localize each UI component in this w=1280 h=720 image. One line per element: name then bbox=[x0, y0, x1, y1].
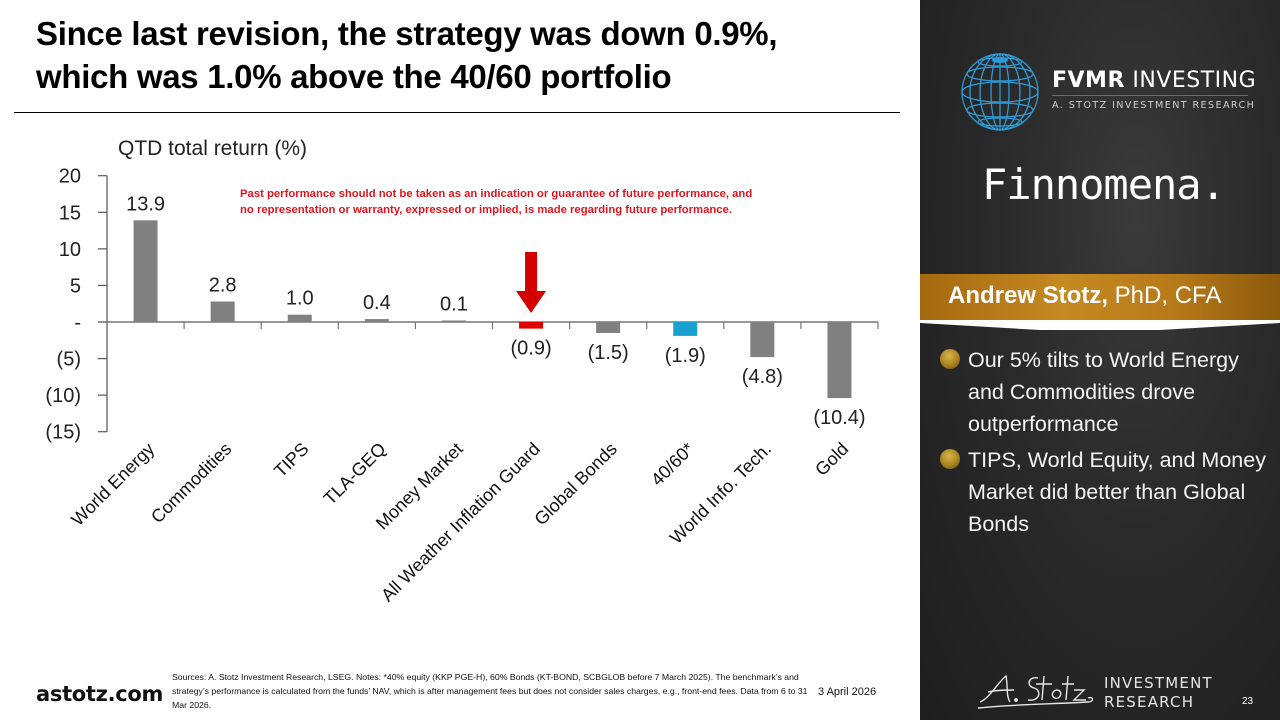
bar-money-market bbox=[441, 320, 466, 322]
title-line-2: which was 1.0% above the 40/60 portfolio bbox=[36, 58, 672, 95]
x-category-label: Global Bonds bbox=[530, 439, 621, 530]
y-tick-label: 10 bbox=[59, 239, 81, 261]
x-category-label: Gold bbox=[811, 439, 852, 480]
brand-divider bbox=[1052, 95, 1248, 96]
banner-chevron bbox=[920, 320, 1280, 330]
x-category-label: World Energy bbox=[67, 439, 158, 530]
x-category-label: TLA-GEQ bbox=[320, 439, 390, 509]
key-point-text: Our 5% tilts to World Energy and Commodi… bbox=[968, 348, 1239, 436]
presenter-credentials: PhD, CFA bbox=[1108, 282, 1222, 309]
y-tick-label: (15) bbox=[45, 422, 81, 444]
data-label: (1.5) bbox=[588, 342, 629, 364]
title-divider bbox=[14, 112, 900, 113]
x-category-label: Commodities bbox=[147, 439, 235, 527]
key-point-item: TIPS, World Equity, and Money Market did… bbox=[938, 444, 1278, 540]
investment-research-wordmark: INVESTMENT RESEARCH bbox=[1104, 674, 1213, 712]
slide-title: Since last revision, the strategy was do… bbox=[36, 12, 906, 98]
brand-rest: INVESTING bbox=[1124, 68, 1257, 93]
presenter-name-bold: Andrew Stotz, bbox=[948, 282, 1108, 309]
y-tick-label: (5) bbox=[57, 349, 81, 371]
page-number: 23 bbox=[1242, 696, 1254, 707]
data-label: (0.9) bbox=[510, 338, 551, 360]
title-line-1: Since last revision, the strategy was do… bbox=[36, 15, 778, 52]
sidebar-panel: FVMR INVESTING A. STOTZ INVESTMENT RESEA… bbox=[920, 0, 1280, 720]
bar-gold bbox=[827, 322, 852, 399]
bar-tips bbox=[287, 314, 312, 322]
chart-title: QTD total return (%) bbox=[118, 137, 307, 160]
wordmark-line-1: INVESTMENT bbox=[1104, 674, 1213, 692]
performance-disclaimer: Past performance should not be taken as … bbox=[240, 186, 860, 218]
data-label: 13.9 bbox=[126, 193, 165, 215]
bar-all-weather-inflation-guard bbox=[519, 322, 544, 329]
slide-date: 3 April 2026 bbox=[818, 686, 877, 698]
data-label: (10.4) bbox=[813, 407, 865, 429]
y-tick-label: 20 bbox=[59, 166, 81, 188]
bar-40-60 bbox=[673, 322, 698, 336]
sources-note: Sources: A. Stotz Investment Research, L… bbox=[172, 672, 808, 710]
x-category-label: All Weather Inflation Guard bbox=[377, 439, 544, 606]
bar-global-bonds bbox=[596, 322, 621, 333]
data-label: (1.9) bbox=[665, 345, 706, 367]
y-tick-label: 5 bbox=[70, 275, 81, 297]
presenter-name: Andrew Stotz, PhD, CFA bbox=[948, 282, 1221, 310]
y-tick-label: (10) bbox=[45, 385, 81, 407]
data-label: 2.8 bbox=[209, 275, 237, 297]
fvmr-brand: FVMR INVESTING bbox=[1052, 68, 1256, 93]
finnomena-logo: Finnomena. bbox=[982, 160, 1226, 209]
globe-logo-icon bbox=[961, 53, 1039, 131]
signature-logo-icon bbox=[977, 674, 1094, 709]
brand-bold: FVMR bbox=[1052, 68, 1125, 93]
gold-globe-bullet-icon bbox=[940, 449, 960, 469]
bar-world-energy bbox=[133, 220, 158, 322]
key-point-text: TIPS, World Equity, and Money Market did… bbox=[968, 448, 1266, 536]
brand-subtitle: A. STOTZ INVESTMENT RESEARCH bbox=[1052, 100, 1256, 111]
wordmark-line-2: RESEARCH bbox=[1104, 693, 1195, 711]
bar-tla-geq bbox=[364, 319, 389, 322]
data-label: 1.0 bbox=[286, 288, 314, 310]
key-points-list: Our 5% tilts to World Energy and Commodi… bbox=[938, 344, 1278, 544]
bar-commodities bbox=[210, 301, 235, 322]
x-category-label: 40/60* bbox=[647, 439, 698, 490]
y-tick-label: - bbox=[74, 312, 81, 334]
website-link[interactable]: astotz.com bbox=[36, 682, 164, 706]
data-label: 0.1 bbox=[440, 294, 468, 316]
y-tick-label: 15 bbox=[59, 202, 81, 224]
slide-content: Since last revision, the strategy was do… bbox=[14, 12, 906, 710]
presenter-banner: Andrew Stotz, PhD, CFA bbox=[920, 274, 1280, 320]
x-category-label: TIPS bbox=[270, 439, 312, 481]
bar-world-info-tech bbox=[750, 322, 775, 358]
disclaimer-line-1: Past performance should not be taken as … bbox=[240, 188, 753, 200]
qtd-return-bar-chart: QTD total return (%) 20 15 10 5 - (5) (10) (15) 1… bbox=[45, 137, 879, 606]
gold-globe-bullet-icon bbox=[940, 349, 960, 369]
down-arrow-icon bbox=[516, 252, 547, 313]
disclaimer-line-2: no representation or warranty, expressed… bbox=[240, 204, 732, 216]
key-point-item: Our 5% tilts to World Energy and Commodi… bbox=[938, 344, 1278, 440]
data-label: 0.4 bbox=[363, 292, 391, 314]
data-label: (4.8) bbox=[742, 366, 783, 388]
